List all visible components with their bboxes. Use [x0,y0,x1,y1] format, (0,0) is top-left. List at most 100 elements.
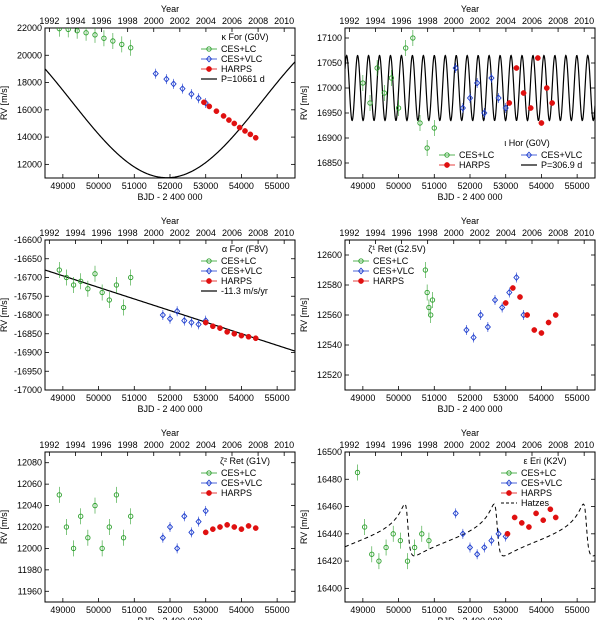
year-tick-label: 1998 [118,228,138,238]
y-tick-label: -16750 [14,291,42,301]
data-point [202,507,209,515]
data-point [128,513,134,519]
legend-label: HARPS [373,276,404,286]
legend-title: α For (F8V) [222,244,268,254]
data-point [110,38,116,44]
year-tick-label: 2006 [522,16,542,26]
year-tick-label: 2004 [496,440,516,450]
legend-label: HARPS [459,160,490,170]
x-tick-label: 53000 [493,393,518,403]
data-point [538,330,545,336]
data-point [369,551,375,557]
data-point [83,30,89,36]
data-point [474,79,481,87]
year-tick-label: 1992 [339,228,359,238]
year-tick-label: 2002 [170,440,190,450]
data-point [511,514,518,521]
y-tick-label: 16420 [317,556,342,566]
data-point [195,320,202,328]
data-point [426,537,432,544]
y-axis-label: RV [m/s] [0,86,9,120]
data-point [92,271,98,277]
y-tick-label: 12040 [17,501,42,511]
year-tick-label: 1998 [118,440,138,450]
y-tick-label: 16500 [317,447,342,457]
y-tick-label: 16900 [317,133,342,143]
y-tick-label: -16950 [14,366,42,376]
y-tick-label: 12520 [317,370,342,380]
series-ces_lc [354,464,432,570]
year-tick-label: 2008 [548,16,568,26]
model-curve [345,54,595,122]
x-tick-label: 50000 [86,605,111,615]
data-point [417,120,423,126]
data-point [552,312,559,318]
legend-label: HARPS [221,488,252,498]
top-axis-label: Year [161,428,179,438]
year-tick-label: 1998 [418,228,438,238]
y-tick-label: -16650 [14,254,42,264]
legend-label: CES+LC [459,150,495,160]
x-tick-label: 49000 [50,181,75,191]
x-tick-label: 50000 [386,605,411,615]
data-point [224,522,230,528]
data-point [540,517,547,524]
top-axis-label: Year [461,428,479,438]
y-axis-label: RV [m/s] [299,86,309,120]
x-axis-label: BJD - 2 400 000 [137,404,202,414]
panel-iota-hor: 49000 50000 51000 52000 53000 54000 55000 1992 1… [299,4,596,202]
data-point [70,282,77,288]
data-point [543,85,550,91]
data-point [452,509,459,517]
data-point [85,535,91,541]
y-tick-label: 12580 [317,280,342,290]
y-tick-label: 16000 [17,105,42,115]
data-point [424,289,430,296]
year-tick-label: 2010 [274,16,294,26]
x-tick-label: 51000 [122,181,147,191]
year-tick-label: 1994 [65,228,85,238]
year-tick-label: 1992 [339,440,359,450]
data-point [56,492,62,498]
data-point [504,530,511,537]
year-tick-label: 2006 [222,440,242,450]
data-point [245,333,252,340]
y-tick-label: -16600 [14,235,42,245]
data-point [63,524,70,530]
x-axis-label: BJD - 2 400 000 [137,616,202,620]
data-point [484,323,491,331]
year-tick-label: 1994 [365,16,385,26]
legend-marker [206,258,212,264]
series-ces_vlc [452,508,509,560]
x-tick-label: 55000 [565,393,590,403]
data-point [466,94,474,102]
year-tick-label: 1992 [39,228,59,238]
legend-label: CES+VLC [373,266,415,276]
data-point [159,534,166,542]
year-tick-label: 1996 [392,228,412,238]
data-point [510,285,516,291]
year-tick-label: 2010 [274,440,294,450]
data-point [535,55,541,61]
data-point [242,128,248,134]
plot-frame [44,27,296,179]
legend-label: CES+VLC [221,54,263,64]
legend-marker [506,470,512,476]
data-point [531,327,538,333]
x-tick-label: 49000 [50,605,75,615]
legend-label: -11.3 m/s/yr [221,286,268,296]
x-tick-label: 50000 [86,181,111,191]
x-tick-label: 49000 [350,605,375,615]
data-point [226,117,232,123]
legend: ι Hor (G0V) CES+LC CES+VLC HARPS P=306.9 d [439,138,583,170]
legend-label: CES+LC [521,468,557,478]
year-tick-label: 2008 [248,440,268,450]
data-point [527,105,534,111]
year-tick-label: 2006 [522,440,542,450]
series-ces_lc [56,28,134,56]
data-point [499,304,506,311]
x-tick-label: 54000 [529,393,554,403]
data-point [488,537,495,545]
series-ces_lc [56,262,134,316]
